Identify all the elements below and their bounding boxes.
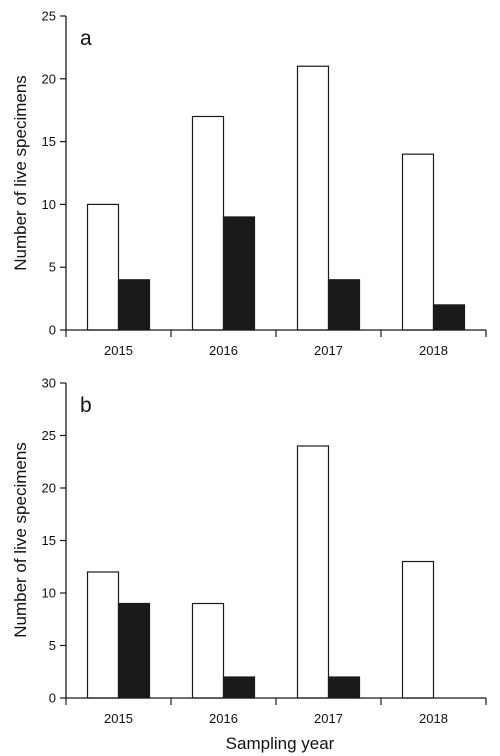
bar-2016-series-1 [191, 115, 225, 331]
panel-label-b: b [80, 394, 92, 417]
y-tick-label-5: 5 [49, 260, 56, 275]
y-tick-label-25: 25 [42, 9, 56, 24]
panel-b-chart: 2015 2016 2017 2018 0 5 10 15 20 25 30 Number of li… [11, 376, 487, 726]
x-tick-label-2017: 2017 [314, 711, 343, 726]
x-axis-title: Sampling year [226, 734, 335, 753]
x-tick-label-2015: 2015 [104, 343, 133, 358]
y-tick-label-15: 15 [42, 134, 56, 149]
panel-label-a: a [80, 27, 92, 50]
y-tick-label-20: 20 [42, 481, 56, 496]
x-tick-label-2015: 2015 [104, 711, 133, 726]
bar-2016-series-1 [191, 602, 225, 699]
bar-2018-series-1 [401, 153, 435, 331]
bar-2015-series-2 [117, 279, 151, 331]
y-tick-label-10: 10 [42, 586, 56, 601]
x-tick-label-2018: 2018 [419, 343, 448, 358]
bar-2016-series-2 [222, 216, 256, 331]
y-tick-label-25: 25 [42, 428, 56, 443]
y-axis-title: Number of live specimens [11, 442, 30, 638]
y-tick-label-0: 0 [49, 323, 56, 338]
y-tick-label-0: 0 [49, 691, 56, 706]
bar-2015-series-1 [86, 203, 120, 331]
bar-2016-series-2 [222, 676, 256, 699]
x-tick-label-2016: 2016 [209, 343, 238, 358]
y-axis-title: Number of live specimens [11, 75, 30, 271]
bar-2018-series-1 [401, 560, 435, 699]
bar-2015-series-2 [117, 602, 151, 699]
bar-2017-series-1 [296, 65, 330, 331]
bar-2015-series-1 [86, 571, 120, 699]
x-tick-label-2016: 2016 [209, 711, 238, 726]
x-tick-label-2018: 2018 [419, 711, 448, 726]
y-tick-label-15: 15 [42, 533, 56, 548]
bar-2017-series-2 [327, 279, 361, 331]
y-tick-label-5: 5 [49, 638, 56, 653]
y-tick-label-30: 30 [42, 376, 56, 391]
bar-2017-series-2 [327, 676, 361, 699]
y-tick-label-10: 10 [42, 197, 56, 212]
y-tick-label-20: 20 [42, 71, 56, 86]
bar-2018-series-2 [432, 304, 466, 331]
bar-2017-series-1 [296, 445, 330, 699]
x-tick-label-2017: 2017 [314, 343, 343, 358]
panel-a-chart: 2015 2016 2017 2018 0 5 10 15 20 25 Number of live… [11, 9, 487, 358]
